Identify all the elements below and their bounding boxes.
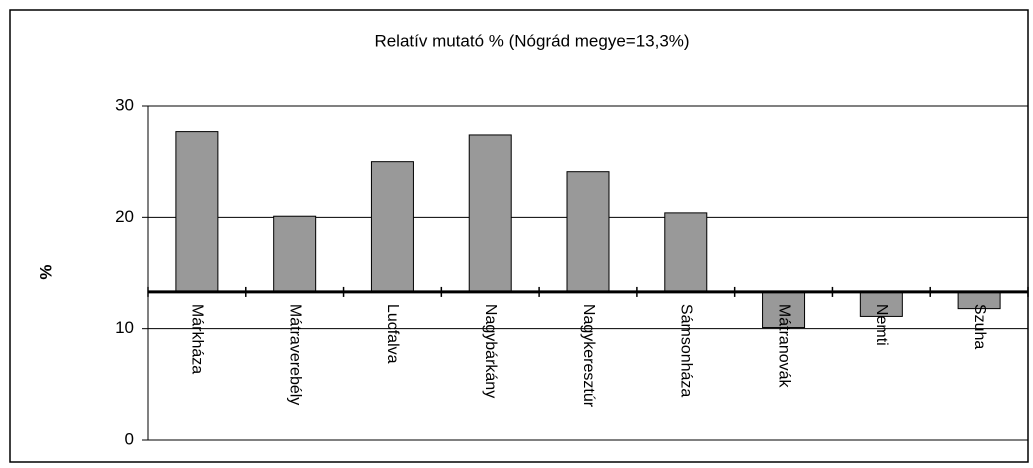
y-tick-label: 30 (115, 95, 134, 114)
bar (859, 291, 903, 317)
y-axis-label: % (36, 264, 55, 279)
bar (175, 131, 219, 293)
y-tick-label: 10 (115, 318, 134, 337)
chart-title: Relatív mutató % (Nógrád megye=13,3%) (374, 31, 689, 50)
bar (566, 171, 610, 293)
x-tick-label: Nemti (873, 304, 890, 346)
x-tick-label: Sámsonháza (678, 304, 695, 397)
x-tick-label: Márkháza (189, 304, 206, 374)
bar (468, 134, 512, 293)
x-tick-label: Mátraverebély (286, 304, 303, 405)
x-tick-label: Nagybárkány (482, 304, 499, 398)
bar (370, 161, 414, 293)
y-tick-label: 0 (125, 429, 134, 448)
bar (273, 215, 317, 293)
y-tick-label: 20 (115, 207, 134, 226)
x-tick-label: Mátranovák (775, 304, 792, 389)
bar (664, 212, 708, 293)
x-tick-label: Nagykeresztúr (580, 304, 597, 408)
chart-border (9, 9, 1029, 463)
x-tick-label: Lucfalva (384, 304, 401, 364)
x-tick-label: Szuha (971, 304, 988, 349)
